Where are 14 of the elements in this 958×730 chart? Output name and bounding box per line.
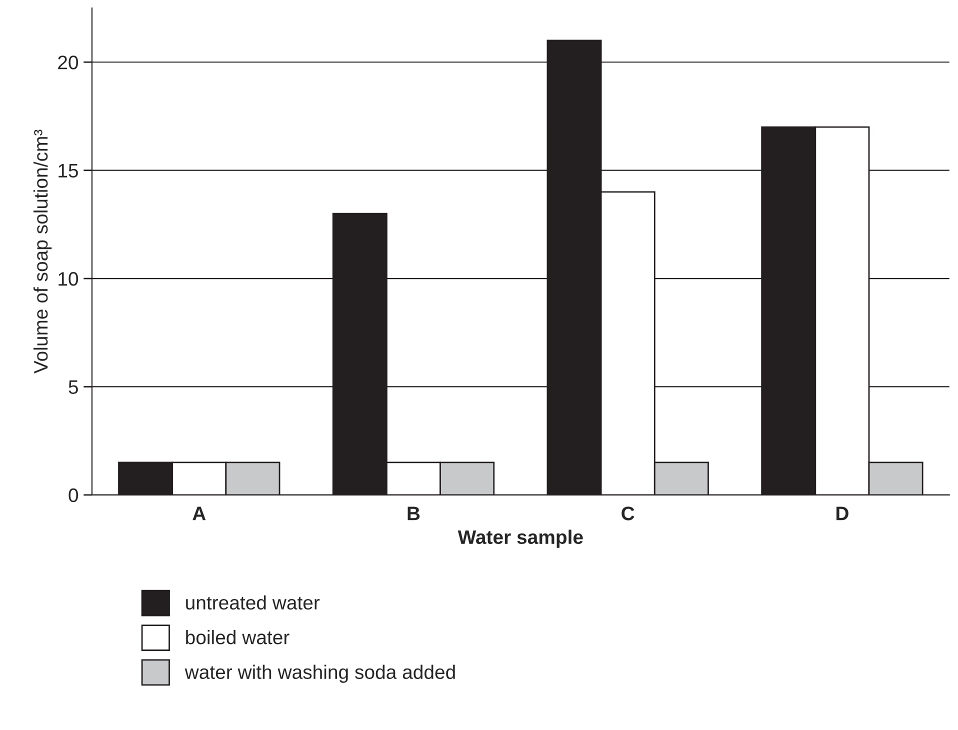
legend-label: untreated water [186, 595, 320, 610]
y-tick-label: 0 [68, 488, 78, 502]
x-tick-label: D [836, 506, 848, 520]
y-tick-label: 10 [58, 272, 78, 286]
x-tick-label: C [622, 506, 634, 520]
x-tick-label: B [408, 506, 420, 520]
x-axis-title: Water sample [458, 530, 583, 548]
legend-label: boiled water [186, 630, 290, 644]
x-tick-label: A [192, 506, 206, 520]
y-tick-label: 15 [58, 164, 78, 178]
legend-label: water with washing soda added [184, 664, 455, 683]
y-tick-label: 5 [68, 380, 78, 394]
y-tick-label: 20 [58, 56, 78, 70]
y-axis-title: Volume of soap solution/cm³ [33, 130, 52, 374]
